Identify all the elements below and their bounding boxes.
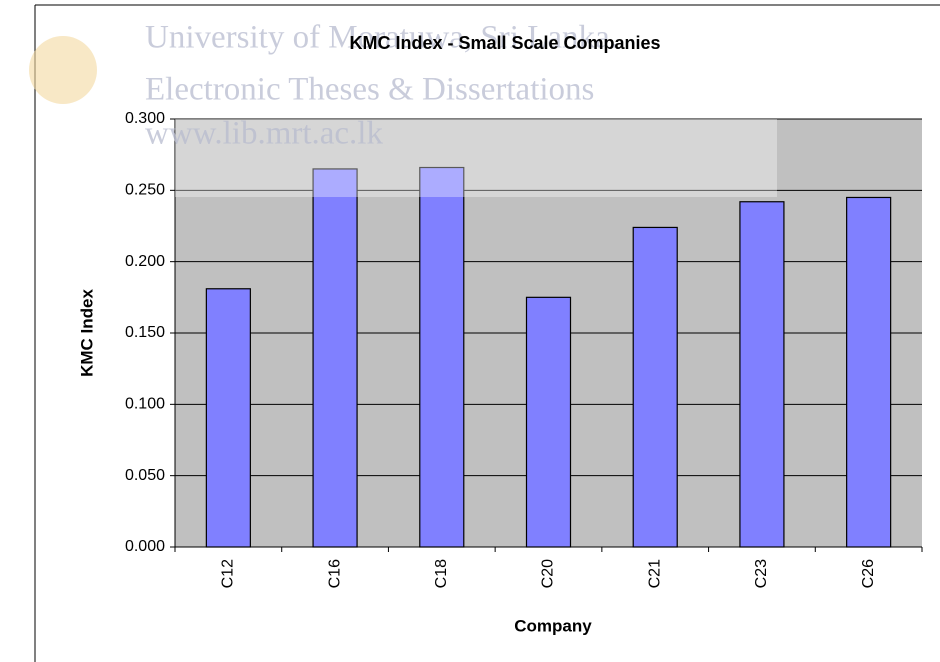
watermark-text: University of Moratuwa, Sri Lanka. — [145, 20, 618, 56]
y-tick-label: 0.150 — [125, 324, 165, 341]
x-tick-label: C18 — [433, 559, 450, 588]
x-axis-label: Company — [514, 616, 592, 635]
bar — [419, 166, 465, 548]
x-tick-label: C23 — [753, 559, 770, 588]
bar — [312, 168, 358, 548]
y-tick-label: 0.000 — [125, 538, 165, 555]
x-tick-label: C21 — [646, 559, 663, 588]
bar — [739, 201, 785, 548]
bar — [632, 226, 678, 548]
x-tick-label: C12 — [220, 559, 237, 588]
bar — [525, 296, 572, 548]
plot: 0.000 0.050 0.100 0.150 0.200 0.250 0.300 C12 C1… — [125, 110, 923, 588]
watermark-band — [175, 119, 777, 197]
watermark-text: Electronic Theses & Dissertations — [145, 72, 594, 108]
bar — [846, 196, 892, 548]
x-tick-label: C20 — [540, 559, 557, 588]
chart-title: KMC Index - Small Scale Companies — [349, 33, 660, 53]
x-tick-label: C26 — [860, 559, 877, 588]
x-tick-label: C16 — [326, 559, 343, 588]
y-tick-label: 0.100 — [125, 396, 165, 413]
y-tick-label: 0.200 — [125, 253, 165, 270]
y-axis-label: KMC Index — [77, 289, 96, 377]
y-tick-label: 0.250 — [125, 182, 165, 199]
y-tick-label: 0.300 — [125, 110, 165, 127]
watermark-logo — [29, 36, 97, 104]
y-tick-label: 0.050 — [125, 467, 165, 484]
watermark-text: www.lib.mrt.ac.lk — [145, 116, 383, 152]
bar — [205, 288, 251, 548]
